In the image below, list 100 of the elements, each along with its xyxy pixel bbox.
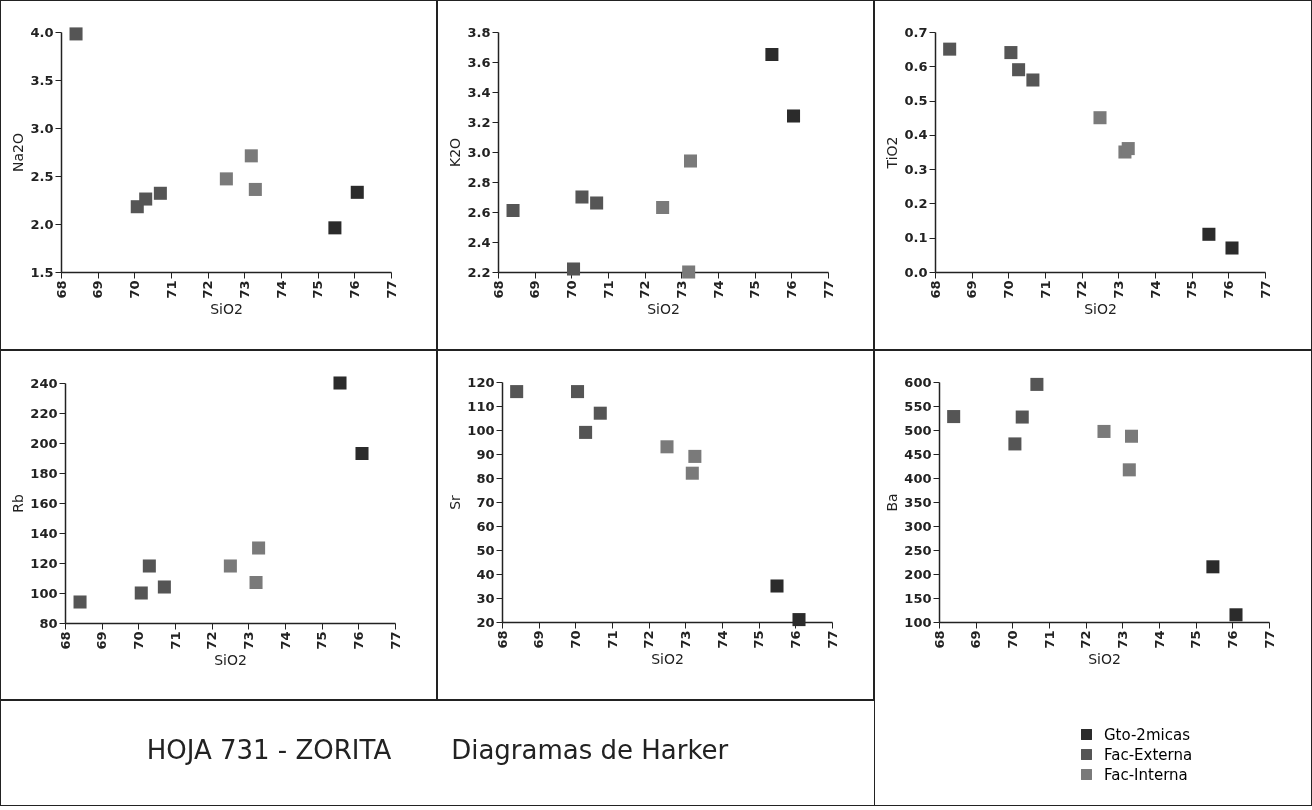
x-tick-label: 70 bbox=[1004, 630, 1020, 649]
text: Diagramas de Harker bbox=[451, 735, 729, 765]
x-tick-label: 74 bbox=[277, 631, 293, 650]
point bbox=[333, 376, 347, 390]
y-tick-label: 0.0 bbox=[904, 264, 928, 280]
x-tick-label: 68 bbox=[927, 280, 943, 299]
point bbox=[1122, 463, 1136, 477]
y-tick-label: 2.8 bbox=[467, 174, 491, 190]
x-tick-label: 72 bbox=[1074, 280, 1090, 299]
point bbox=[244, 149, 258, 163]
x-tick-label: 77 bbox=[387, 631, 403, 650]
point bbox=[223, 559, 237, 573]
y-tick-label: 200 bbox=[904, 566, 932, 582]
point bbox=[575, 190, 589, 204]
x-tick-label: 73 bbox=[673, 280, 689, 299]
x-tick-label: 68 bbox=[931, 630, 947, 649]
x-tick-label: 76 bbox=[346, 280, 362, 299]
point bbox=[579, 425, 593, 439]
x-tick-label: 69 bbox=[531, 630, 547, 649]
x-tick-label: 69 bbox=[94, 631, 110, 650]
y-tick-label: 220 bbox=[30, 405, 58, 421]
point bbox=[567, 262, 581, 276]
x-tick-label: 71 bbox=[167, 631, 183, 650]
x-tick-label: 74 bbox=[1151, 630, 1167, 649]
point bbox=[157, 580, 171, 594]
x-tick-label: 70 bbox=[130, 631, 146, 650]
y-tick-label: 3.2 bbox=[467, 114, 491, 130]
legend-label: Gto-2micas bbox=[1104, 725, 1191, 744]
y-axis-title: TiO2 bbox=[884, 136, 901, 170]
y-tick-label: 2.6 bbox=[467, 204, 491, 220]
y-tick-label: 70 bbox=[476, 494, 495, 510]
x-tick-label: 76 bbox=[787, 630, 803, 649]
x-tick-label: 75 bbox=[1188, 630, 1204, 649]
point bbox=[1026, 73, 1040, 87]
point bbox=[1202, 227, 1216, 241]
y-tick-label: 20 bbox=[476, 614, 495, 630]
x-tick-label: 74 bbox=[273, 280, 289, 299]
y-tick-label: 400 bbox=[904, 470, 932, 486]
y-tick-label: 60 bbox=[476, 518, 495, 534]
x-tick-label: 75 bbox=[751, 630, 767, 649]
x-tick-label: 76 bbox=[350, 631, 366, 650]
x-axis-title: SiO2 bbox=[647, 300, 680, 317]
point bbox=[787, 109, 801, 123]
legend-label: Fac-Externa bbox=[1104, 745, 1193, 764]
y-tick-label: 0.1 bbox=[904, 230, 928, 246]
x-tick-label: 75 bbox=[747, 280, 763, 299]
y-tick-label: 200 bbox=[30, 435, 58, 451]
y-tick-label: 3.8 bbox=[467, 24, 491, 40]
point bbox=[350, 185, 364, 199]
y-tick-label: 100 bbox=[904, 614, 932, 630]
x-tick-label: 71 bbox=[600, 280, 616, 299]
x-tick-label: 73 bbox=[1110, 280, 1126, 299]
y-tick-label: 0.4 bbox=[904, 127, 928, 143]
y-tick-label: 150 bbox=[904, 590, 932, 606]
point bbox=[765, 47, 779, 62]
point bbox=[688, 449, 702, 463]
y-tick-label: 250 bbox=[904, 542, 932, 558]
point bbox=[792, 613, 806, 627]
y-tick-label: 50 bbox=[476, 542, 495, 558]
point bbox=[1206, 560, 1220, 574]
point bbox=[943, 42, 957, 56]
y-tick-label: 500 bbox=[904, 422, 932, 438]
x-tick-label: 76 bbox=[783, 280, 799, 299]
y-tick-label: 550 bbox=[904, 398, 932, 414]
x-tick-label: 70 bbox=[126, 280, 142, 299]
y-tick-label: 0.5 bbox=[904, 93, 928, 109]
x-tick-label: 75 bbox=[310, 280, 326, 299]
y-axis-title: Rb bbox=[10, 494, 27, 513]
point bbox=[73, 595, 87, 609]
x-tick-label: 68 bbox=[494, 630, 510, 649]
y-tick-label: 120 bbox=[467, 374, 495, 390]
y-tick-label: 240 bbox=[30, 375, 58, 391]
point bbox=[1015, 410, 1029, 424]
y-tick-label: 160 bbox=[30, 495, 58, 511]
x-tick-label: 76 bbox=[1224, 630, 1240, 649]
x-tick-label: 77 bbox=[1257, 280, 1273, 299]
x-tick-label: 70 bbox=[567, 630, 583, 649]
y-axis-title: K2O bbox=[447, 137, 464, 168]
point bbox=[770, 579, 784, 593]
y-tick-label: 3.5 bbox=[30, 72, 54, 88]
y-tick-label: 2.0 bbox=[30, 216, 54, 232]
y-axis-title: Ba bbox=[884, 493, 901, 512]
point bbox=[656, 200, 670, 215]
x-tick-label: 69 bbox=[90, 280, 106, 299]
x-tick-label: 73 bbox=[240, 631, 256, 650]
point bbox=[506, 203, 520, 218]
x-tick-label: 74 bbox=[714, 630, 730, 649]
x-tick-label: 74 bbox=[710, 280, 726, 299]
y-tick-label: 30 bbox=[476, 590, 495, 606]
x-axis-title: SiO2 bbox=[651, 650, 684, 667]
x-axis-title: SiO2 bbox=[214, 651, 247, 668]
x-tick-label: 73 bbox=[677, 630, 693, 649]
point bbox=[355, 446, 369, 461]
x-tick-label: 77 bbox=[824, 630, 840, 649]
y-tick-label: 300 bbox=[904, 518, 932, 534]
point bbox=[1030, 377, 1044, 391]
x-tick-label: 69 bbox=[964, 280, 980, 299]
point bbox=[1225, 241, 1239, 255]
point bbox=[248, 182, 262, 196]
x-tick-label: 77 bbox=[383, 280, 399, 299]
